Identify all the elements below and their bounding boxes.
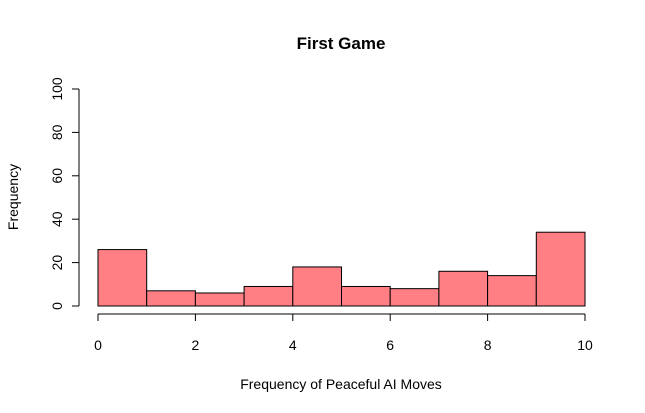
y-tick-label-1: 20 — [49, 255, 65, 271]
y-axis-label: Frequency — [5, 164, 21, 230]
histogram-bar-9 — [536, 232, 585, 306]
x-tick-label-1: 2 — [192, 337, 200, 353]
y-tick-label-5: 100 — [49, 77, 65, 101]
x-tick-label-5: 10 — [577, 337, 593, 353]
x-tick-label-3: 6 — [386, 337, 394, 353]
histogram-bar-2 — [195, 293, 244, 306]
x-tick-label-0: 0 — [94, 337, 102, 353]
histogram-bar-5 — [342, 286, 391, 306]
x-tick-label-2: 4 — [289, 337, 297, 353]
y-axis: 0 20 40 60 80 100 — [49, 77, 79, 310]
histogram-bar-7 — [439, 271, 488, 306]
bars-group — [98, 232, 585, 306]
y-tick-label-4: 80 — [49, 124, 65, 140]
y-tick-label-3: 60 — [49, 168, 65, 184]
histogram-bar-4 — [293, 267, 342, 306]
histogram-bar-0 — [98, 250, 147, 306]
histogram-bar-8 — [488, 276, 537, 306]
y-tick-label-2: 40 — [49, 211, 65, 227]
chart-title: First Game — [297, 34, 386, 53]
x-axis: 0 2 4 6 8 10 — [94, 314, 593, 353]
x-axis-label: Frequency of Peaceful AI Moves — [240, 376, 442, 392]
x-tick-label-4: 8 — [484, 337, 492, 353]
histogram-bar-6 — [390, 289, 439, 306]
histogram-bar-1 — [147, 291, 196, 306]
y-tick-label-0: 0 — [49, 302, 65, 310]
histogram-bar-3 — [244, 286, 293, 306]
